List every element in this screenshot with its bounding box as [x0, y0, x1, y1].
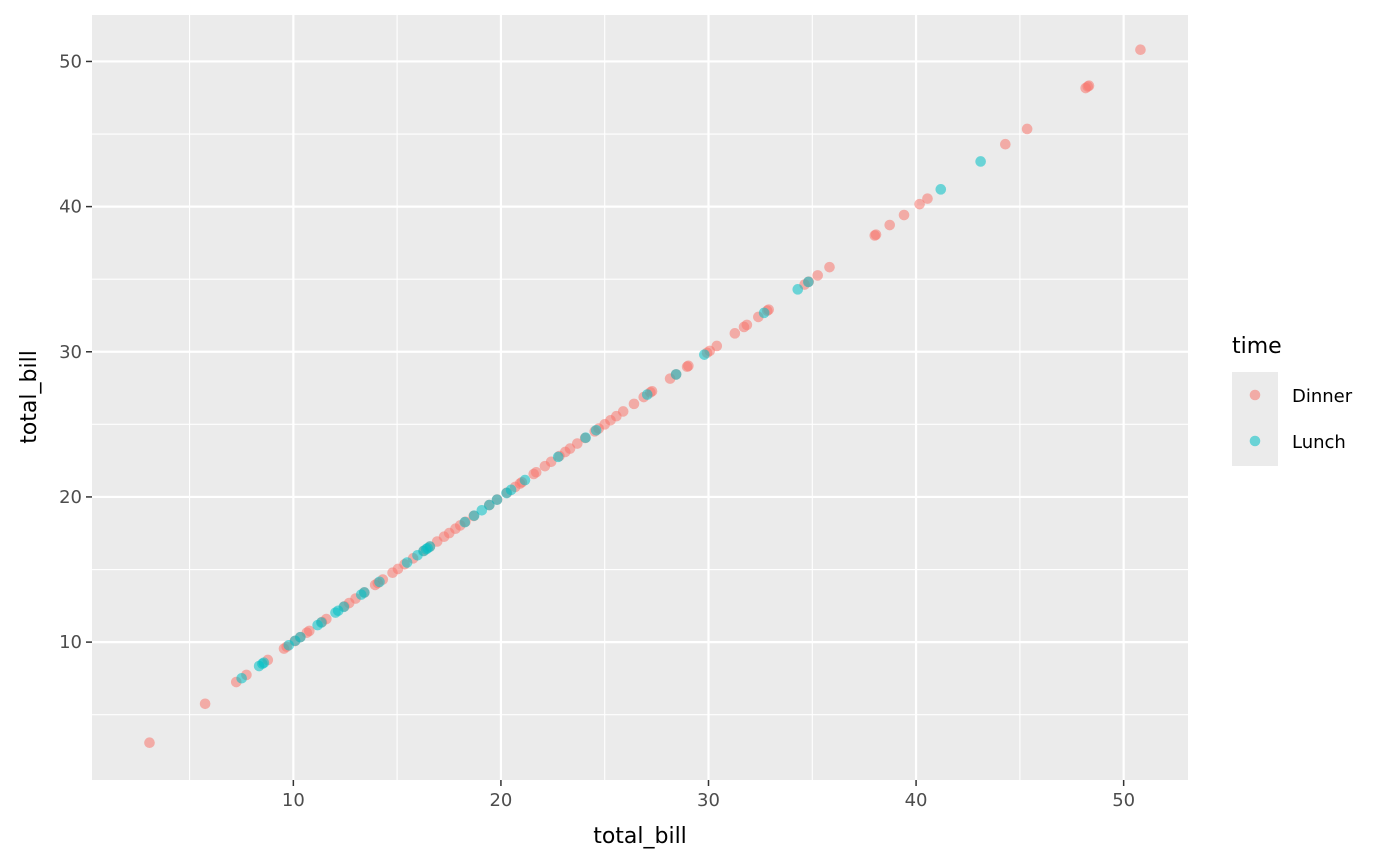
x-axis-title: total_bill: [593, 824, 687, 849]
data-point-dinner: [729, 328, 741, 339]
data-point-dinner: [1021, 123, 1033, 135]
major-gridlines: [92, 15, 1188, 780]
data-point-dinner: [898, 209, 910, 221]
data-point-dinner: [741, 319, 753, 331]
data-point-lunch: [476, 504, 488, 516]
legend-label-dinner: Dinner: [1292, 386, 1353, 407]
data-point-lunch: [424, 541, 436, 552]
data-point-lunch: [803, 276, 814, 288]
x-tick-label: 30: [697, 790, 720, 811]
x-tick-label: 20: [489, 790, 512, 811]
legend-keys-background: [1232, 372, 1278, 466]
data-point-lunch: [236, 672, 247, 684]
data-point-dinner: [1135, 44, 1146, 55]
data-point-dinner: [1000, 138, 1011, 150]
data-point-dinner: [628, 398, 640, 410]
data-point-lunch: [295, 631, 306, 643]
data-point-dinner: [922, 193, 933, 204]
legend: time Dinner Lunch: [1232, 334, 1353, 466]
data-point-lunch: [935, 184, 947, 195]
data-point-dinner: [304, 625, 315, 637]
data-point-dinner: [884, 219, 896, 231]
y-tick-label: 40: [59, 197, 82, 218]
data-point-lunch: [459, 516, 471, 528]
data-point-lunch: [468, 510, 480, 521]
data-point-dinner: [1083, 80, 1095, 91]
data-point-lunch: [580, 432, 591, 444]
data-point-dinner: [824, 261, 835, 273]
data-point-dinner: [199, 698, 211, 710]
data-point-dinner: [572, 438, 583, 449]
data-point-lunch: [975, 156, 986, 167]
data-point-lunch: [792, 284, 804, 295]
legend-key-lunch: [1249, 435, 1261, 447]
x-tick-label: 50: [1112, 790, 1135, 811]
data-point-lunch: [316, 617, 327, 628]
data-point-lunch: [338, 601, 350, 613]
data-point-dinner: [530, 466, 542, 478]
data-point-dinner: [870, 229, 882, 240]
data-point-dinner: [914, 198, 925, 210]
data-point-lunch: [519, 474, 531, 486]
x-axis: 10 20 30 40 50: [282, 780, 1135, 811]
data-point-lunch: [552, 451, 564, 463]
x-tick-label: 10: [282, 790, 305, 811]
data-point-lunch: [590, 425, 602, 436]
data-point-dinner: [812, 270, 823, 281]
minor-gridlines: [92, 15, 1188, 780]
data-point-lunch: [258, 657, 270, 669]
data-point-dinner: [683, 360, 694, 372]
data-point-dinner: [144, 737, 155, 748]
data-point-lunch: [758, 307, 770, 319]
legend-key-dinner: [1249, 389, 1261, 401]
data-point-lunch: [699, 349, 710, 360]
x-tick-label: 40: [905, 790, 928, 811]
y-axis-title: total_bill: [17, 350, 42, 444]
legend-title: time: [1232, 334, 1282, 359]
y-tick-label: 10: [59, 632, 82, 653]
y-axis: 10 20 30 40 50: [59, 51, 92, 653]
data-point-dinner: [617, 406, 629, 417]
data-point-lunch: [641, 389, 653, 400]
data-point-lunch: [491, 494, 503, 505]
y-tick-label: 50: [59, 51, 82, 72]
legend-label-lunch: Lunch: [1292, 432, 1346, 453]
data-point-dinner: [711, 340, 723, 352]
data-point-lunch: [401, 557, 413, 568]
y-tick-label: 20: [59, 487, 82, 508]
data-points: [144, 44, 1146, 748]
data-point-lunch: [484, 499, 495, 511]
data-point-lunch: [505, 484, 517, 496]
y-tick-label: 30: [59, 342, 82, 363]
data-point-lunch: [359, 587, 370, 598]
data-point-lunch: [374, 576, 385, 588]
data-point-lunch: [670, 369, 682, 380]
